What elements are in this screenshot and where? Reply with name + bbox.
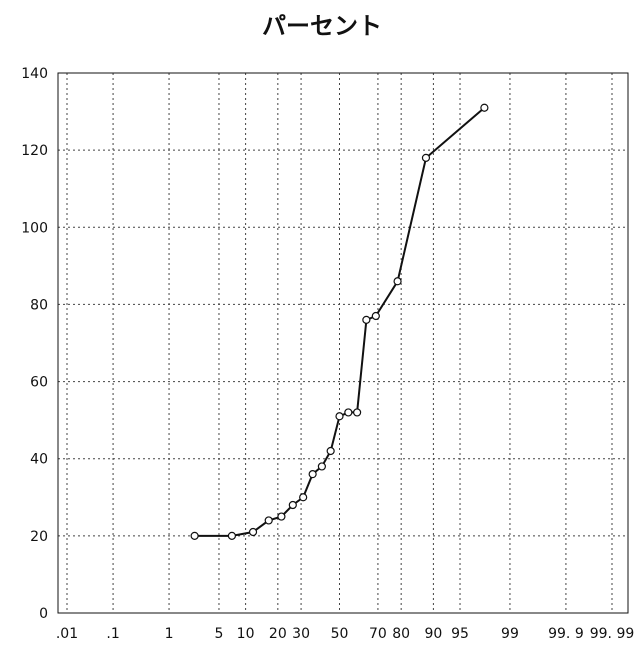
data-point — [248, 527, 258, 537]
x-tick-label: 99 — [501, 626, 519, 642]
data-point — [227, 531, 237, 540]
x-tick-label: .1 — [106, 626, 119, 642]
x-tick-label: .01 — [56, 626, 78, 642]
data-point — [393, 277, 402, 286]
series-line — [194, 106, 486, 537]
data-point — [308, 470, 317, 479]
x-tick-label: 30 — [292, 626, 310, 642]
x-tick-label: 50 — [331, 626, 349, 642]
chart-title: パーセント — [262, 12, 382, 40]
y-axis-tick-labels: 0 20 40 60 80 100 120 140 — [21, 66, 48, 622]
data-point — [264, 516, 273, 525]
data-point — [480, 103, 489, 112]
x-tick-label: 5 — [215, 626, 224, 642]
data-point — [190, 531, 199, 540]
data-point — [371, 311, 380, 321]
y-tick-label: 0 — [39, 606, 48, 622]
y-tick-label: 100 — [21, 220, 48, 236]
x-tick-label: 10 — [237, 626, 255, 642]
y-tick-label: 120 — [21, 143, 48, 159]
y-tick-label: 20 — [30, 529, 48, 545]
data-point — [362, 315, 371, 324]
x-tick-label: 95 — [451, 626, 469, 642]
data-point — [288, 500, 297, 510]
y-tick-label: 60 — [30, 375, 48, 391]
data-point — [277, 512, 286, 521]
grid — [58, 73, 628, 613]
x-tick-label: 70 — [369, 626, 387, 642]
x-tick-label: 1 — [165, 626, 174, 642]
plot-frame — [57, 72, 629, 614]
series — [190, 103, 489, 540]
data-point — [421, 153, 431, 162]
data-point — [326, 446, 335, 456]
x-tick-label: 90 — [424, 626, 442, 642]
x-tick-label: 99. 99 — [590, 626, 635, 642]
data-point — [299, 493, 308, 502]
data-point — [344, 408, 353, 417]
data-point — [317, 462, 326, 471]
x-tick-label: 20 — [269, 626, 287, 642]
data-point — [353, 408, 362, 417]
x-tick-label: 99. 9 — [548, 626, 584, 642]
x-tick-label: 80 — [392, 626, 410, 642]
y-tick-label: 140 — [21, 66, 48, 82]
x-axis-tick-labels: .01 .1 1 5 10 20 30 50 70 80 90 95 99 99. 9 99. 99 — [56, 626, 634, 642]
data-point — [335, 412, 344, 421]
y-tick-label: 40 — [30, 452, 48, 468]
y-tick-label: 80 — [30, 297, 48, 313]
